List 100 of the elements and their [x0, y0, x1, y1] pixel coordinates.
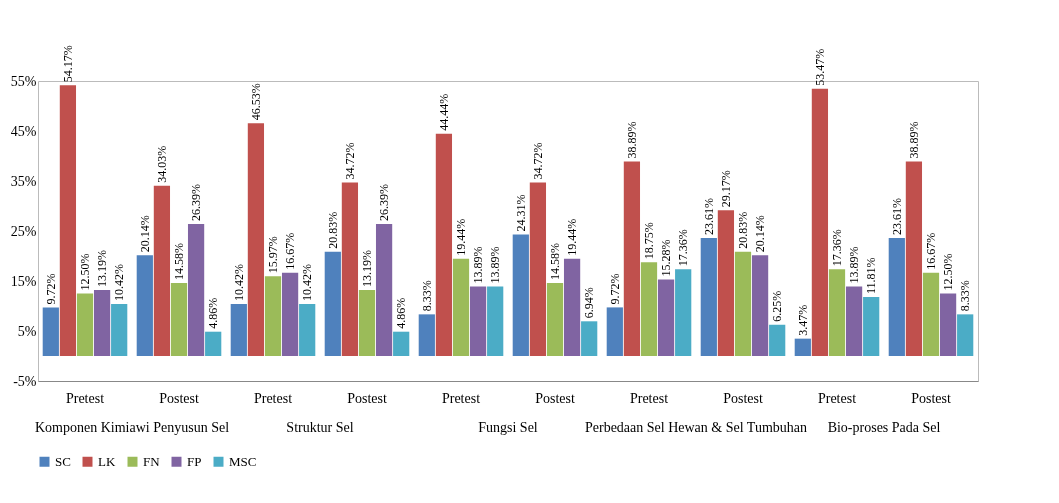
bar: [751, 255, 769, 356]
bar: [153, 185, 171, 356]
bar: [136, 255, 153, 356]
bar: [675, 269, 692, 356]
legend-label: LK: [98, 453, 116, 469]
data-label: 34.72%: [530, 142, 545, 180]
bar: [324, 251, 341, 356]
x-tick-label: Pretest: [817, 390, 857, 406]
text: Struktur Sel: [286, 420, 354, 435]
x-tick-label: Pretest: [629, 390, 669, 406]
bar: [657, 279, 675, 356]
bar: [469, 286, 487, 356]
bar: [640, 262, 658, 356]
bar: [281, 272, 299, 356]
data-label: 29.17%: [718, 170, 733, 208]
data-label: 26.39%: [377, 184, 392, 222]
legend-label: SC: [55, 453, 71, 469]
y-tick-label: 35%: [10, 173, 37, 189]
data-label: 10.42%: [112, 263, 127, 301]
bar: [111, 303, 128, 356]
bar: [957, 314, 974, 356]
y-tick-label: 15%: [10, 273, 37, 289]
y-tick-label: 5%: [17, 323, 37, 339]
data-label: 13.19%: [95, 250, 110, 288]
data-label: 3.47%: [795, 304, 810, 336]
bar: [76, 293, 94, 356]
data-label: 17.36%: [830, 229, 844, 267]
bar: [452, 258, 470, 356]
bar: [299, 303, 316, 356]
data-label: 18.75%: [642, 222, 656, 260]
text: Fungsi Sel: [478, 420, 538, 435]
x-tick-label: Postest: [535, 390, 575, 406]
data-label: 19.44%: [454, 218, 468, 256]
legend-label: MSC: [229, 453, 257, 469]
data-label: 12.50%: [941, 253, 956, 291]
bar: [863, 296, 880, 356]
data-label: 44.44%: [436, 93, 451, 131]
data-label: 9.72%: [43, 273, 58, 305]
data-label: 14.58%: [548, 243, 562, 281]
data-label: 34.03%: [154, 145, 169, 183]
bar: [59, 85, 77, 356]
data-label: 6.25%: [770, 290, 785, 322]
legend-label: FN: [143, 453, 161, 469]
y-tick-label: 55%: [10, 73, 37, 89]
bar: [247, 123, 265, 356]
data-label: 20.14%: [137, 215, 152, 253]
data-label: 16.67%: [283, 232, 298, 270]
data-label: 34.72%: [342, 142, 357, 180]
y-tick-label: 25%: [10, 223, 37, 239]
bar: [700, 237, 717, 356]
bar: [717, 210, 735, 356]
data-label: 13.89%: [471, 246, 486, 284]
data-label: 13.89%: [488, 246, 503, 284]
bar: [341, 182, 359, 356]
data-label: 4.86%: [206, 297, 221, 329]
data-label: 17.36%: [676, 229, 691, 267]
bar: [529, 182, 547, 356]
bar: [187, 224, 205, 356]
data-label: 19.44%: [565, 218, 580, 256]
bar: [905, 161, 923, 356]
bar: [487, 286, 504, 356]
data-label: 38.89%: [906, 121, 921, 159]
data-label: 46.53%: [248, 83, 263, 121]
data-label: 20.83%: [736, 211, 750, 249]
data-label: 20.14%: [753, 215, 768, 253]
bar: [623, 161, 641, 356]
bar: [170, 283, 188, 356]
bar: [828, 269, 846, 356]
data-label: 38.89%: [624, 121, 639, 159]
data-label: 10.42%: [231, 263, 246, 301]
data-label: 23.61%: [701, 197, 716, 235]
bar: [563, 258, 581, 356]
bar: [794, 338, 811, 356]
x-tick-label: Postest: [347, 390, 387, 406]
bar: [205, 331, 222, 356]
bar: [393, 331, 410, 356]
bar: [230, 303, 247, 356]
bar: [435, 133, 453, 356]
x-tick-label: Pretest: [65, 390, 105, 406]
data-label: 8.33%: [419, 280, 434, 312]
bar: [93, 290, 111, 356]
data-label: 53.47%: [812, 48, 827, 86]
data-label: 23.61%: [889, 197, 904, 235]
bar: [939, 293, 957, 356]
bar: [811, 88, 829, 356]
data-label: 10.42%: [300, 263, 315, 301]
data-label: 13.89%: [847, 246, 862, 284]
data-label: 54.17%: [60, 45, 75, 83]
bar: [581, 321, 598, 356]
x-tick-label: Postest: [159, 390, 199, 406]
data-label: 9.72%: [607, 273, 622, 305]
data-label: 11.81%: [864, 257, 879, 294]
data-label: 16.67%: [924, 232, 938, 270]
text: Komponen Kimiawi Penyusun Sel: [34, 420, 230, 435]
data-label: 15.28%: [659, 239, 674, 277]
data-label: 12.50%: [78, 253, 92, 291]
data-label: 8.33%: [958, 280, 973, 312]
data-label: 24.31%: [513, 194, 528, 232]
bar: [418, 314, 435, 356]
bar: [42, 307, 59, 356]
